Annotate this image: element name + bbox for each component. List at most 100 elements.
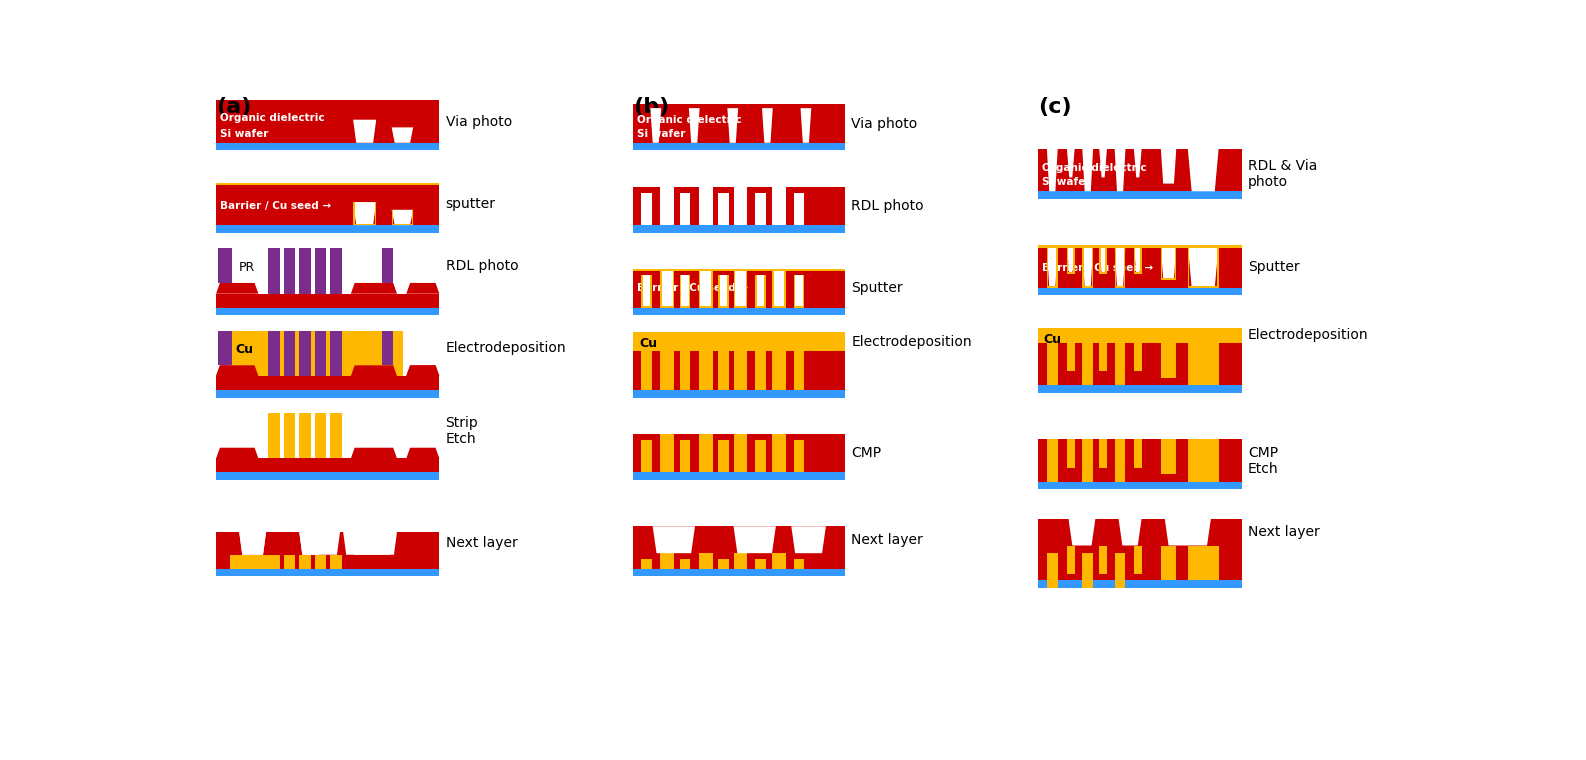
Bar [699, 306, 712, 308]
Bar [718, 332, 730, 390]
Bar [1037, 245, 1242, 248]
Bar [1134, 546, 1142, 574]
Polygon shape [406, 366, 439, 376]
Text: Barrier / Cu seed →: Barrier / Cu seed → [638, 283, 749, 293]
Bar [314, 413, 327, 458]
Bar [772, 434, 787, 473]
Bar [1188, 286, 1218, 287]
Bar [1115, 439, 1126, 482]
Text: Si wafer: Si wafer [220, 128, 268, 138]
Polygon shape [1082, 245, 1093, 287]
Bar [680, 332, 690, 390]
Bar [1099, 439, 1107, 467]
Bar [699, 553, 712, 568]
Bar [793, 193, 804, 225]
Polygon shape [688, 108, 699, 143]
Bar [699, 269, 712, 308]
Bar [660, 434, 674, 473]
Bar [641, 275, 652, 308]
Bar [1188, 439, 1218, 482]
Bar [216, 100, 439, 143]
Bar [1037, 518, 1242, 546]
Bar [300, 249, 311, 293]
Text: Next layer: Next layer [1248, 525, 1320, 540]
Bar [382, 331, 393, 366]
Bar [633, 568, 845, 576]
Bar [330, 555, 341, 568]
Text: Barrier / Cu seed →: Barrier / Cu seed → [1042, 263, 1153, 274]
Bar [755, 440, 766, 473]
Bar [216, 532, 439, 555]
Polygon shape [1067, 245, 1075, 274]
Polygon shape [351, 532, 396, 555]
Polygon shape [1188, 245, 1218, 287]
Bar [680, 559, 690, 568]
Polygon shape [1047, 149, 1058, 192]
Polygon shape [392, 128, 414, 143]
Bar [660, 269, 674, 308]
Bar [268, 331, 281, 376]
Bar [1161, 278, 1177, 280]
Polygon shape [239, 532, 266, 555]
Bar [216, 532, 439, 555]
Bar [733, 553, 747, 568]
Text: RDL photo: RDL photo [446, 259, 519, 273]
Polygon shape [343, 532, 393, 555]
Polygon shape [1115, 245, 1126, 287]
Bar [216, 143, 439, 150]
Polygon shape [1099, 149, 1107, 177]
Bar [1067, 439, 1075, 467]
Polygon shape [1164, 518, 1212, 546]
Bar [1047, 328, 1058, 385]
Bar [680, 440, 690, 473]
Bar [314, 249, 327, 293]
Bar [633, 225, 845, 233]
Text: RDL photo: RDL photo [852, 199, 925, 213]
Text: Sputter: Sputter [1248, 260, 1299, 274]
Polygon shape [1069, 518, 1096, 546]
Bar [772, 306, 787, 308]
Bar [660, 306, 674, 308]
Bar [633, 390, 845, 397]
Polygon shape [1115, 149, 1126, 192]
Bar [1037, 287, 1242, 295]
Bar [1037, 580, 1242, 587]
Bar [300, 555, 311, 568]
Bar [300, 331, 311, 376]
Bar [1037, 343, 1242, 385]
Bar [755, 306, 766, 308]
Polygon shape [351, 366, 396, 376]
Polygon shape [216, 283, 259, 293]
Bar [733, 187, 747, 225]
Bar [718, 306, 730, 308]
Bar [755, 193, 766, 225]
Polygon shape [728, 108, 737, 143]
Bar [733, 332, 747, 390]
Text: Sputter: Sputter [852, 281, 902, 296]
Bar [633, 553, 845, 568]
Bar [1067, 328, 1075, 372]
Polygon shape [801, 108, 812, 143]
Polygon shape [791, 526, 826, 553]
Text: Organic dielectric: Organic dielectric [220, 113, 325, 123]
Bar [354, 223, 376, 225]
Bar [216, 183, 439, 225]
Polygon shape [1118, 518, 1142, 546]
Bar [216, 568, 439, 576]
Bar [230, 555, 268, 568]
Bar [680, 275, 690, 308]
Text: Electrodeposition: Electrodeposition [852, 335, 972, 350]
Bar [793, 440, 804, 473]
Text: Barrier / Cu seed →: Barrier / Cu seed → [220, 201, 331, 211]
Bar [1188, 328, 1218, 385]
Bar [633, 187, 845, 225]
Bar [216, 473, 439, 480]
Bar [793, 306, 804, 308]
Text: PR: PR [239, 261, 255, 274]
Bar [1037, 245, 1242, 287]
Bar [1037, 482, 1242, 489]
Text: Si wafer: Si wafer [638, 128, 685, 138]
Bar [660, 553, 674, 568]
Text: CMP
Etch: CMP Etch [1248, 445, 1278, 476]
Bar [633, 526, 845, 553]
